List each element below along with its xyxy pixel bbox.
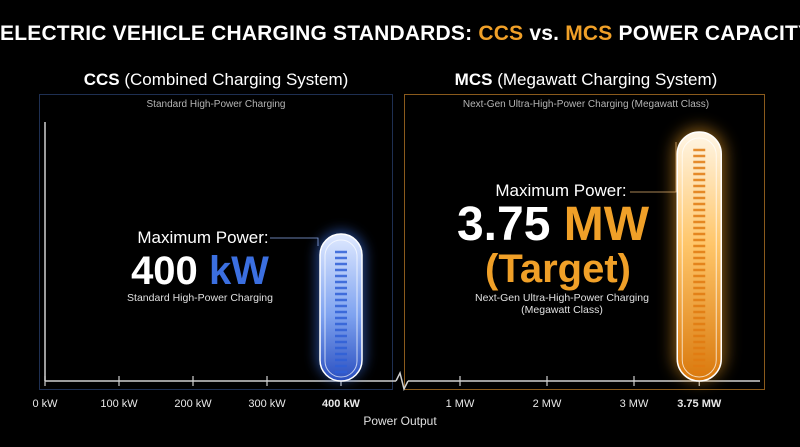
title-ccs: CCS: [478, 22, 524, 45]
ccs-value-number: 400: [131, 249, 198, 293]
mcs-bar: [676, 131, 722, 382]
ccs-bar-inner: [324, 239, 358, 378]
title-vs: vs.: [523, 22, 566, 45]
ccs-bar: [319, 233, 363, 382]
x-tick-label-mcs: 1 MW: [446, 398, 475, 410]
ccs-panel: [39, 94, 393, 390]
title-prefix: ELECTRIC VEHICLE CHARGING STANDARDS:: [0, 22, 479, 45]
ccs-leader-line: [270, 237, 319, 246]
ccs-heading-full-name: (Combined Charging System): [124, 70, 349, 89]
axis-break-mark: [395, 370, 409, 392]
ccs-subtitle: Standard High-Power Charging: [146, 99, 286, 110]
x-tick-label-ccs: 300 kW: [248, 398, 286, 410]
mcs-description: Next-Gen Ultra-High-Power Charging (Megaw…: [475, 292, 649, 316]
x-tick-label-mcs: 3.75 MW: [677, 398, 722, 410]
mcs-description-line2: (Megawatt Class): [521, 304, 603, 316]
title-suffix: POWER CAPACITY: [612, 22, 800, 45]
mcs-heading-name: MCS: [454, 70, 493, 89]
ccs-max-value: 400 kW: [131, 251, 269, 291]
x-tick-label-mcs: 3 MW: [620, 398, 649, 410]
title-mcs: MCS: [565, 22, 613, 45]
mcs-subtitle: Next-Gen Ultra-High-Power Charging (Mega…: [462, 99, 710, 110]
mcs-panel: [404, 94, 765, 390]
mcs-heading-full-name: (Megawatt Charging System): [497, 70, 718, 89]
x-tick-label-ccs: 100 kW: [100, 398, 138, 410]
x-tick-label-ccs: 0 kW: [32, 398, 58, 410]
ccs-description: Standard High-Power Charging: [127, 292, 273, 304]
x-tick-label-ccs: 200 kW: [174, 398, 212, 410]
ccs-heading: CCS (Combined Charging System): [84, 70, 349, 90]
mcs-leader-line: [630, 142, 677, 193]
x-tick-label-mcs: 2 MW: [533, 398, 562, 410]
mcs-max-value: 3.75 MW: [457, 201, 649, 249]
mcs-description-line1: Next-Gen Ultra-High-Power Charging: [475, 292, 649, 304]
chart-title: ELECTRIC VEHICLE CHARGING STANDARDS: CCS…: [0, 22, 800, 46]
ccs-heading-name: CCS: [83, 70, 120, 89]
mcs-value-number: 3.75: [456, 198, 551, 251]
mcs-max-label: Maximum Power:: [495, 181, 627, 200]
mcs-bar-inner: [681, 137, 717, 378]
ccs-value-unit: kW: [208, 249, 269, 293]
mcs-value-note: (Target): [485, 247, 631, 291]
mcs-value-unit: MW: [563, 198, 650, 251]
x-tick-label-ccs: 400 kW: [322, 398, 361, 410]
x-axis-title: Power Output: [363, 414, 437, 428]
ccs-max-label: Maximum Power:: [137, 228, 269, 247]
mcs-heading: MCS (Megawatt Charging System): [455, 70, 718, 90]
